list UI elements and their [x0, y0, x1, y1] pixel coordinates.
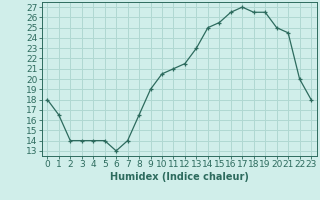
- X-axis label: Humidex (Indice chaleur): Humidex (Indice chaleur): [110, 172, 249, 182]
